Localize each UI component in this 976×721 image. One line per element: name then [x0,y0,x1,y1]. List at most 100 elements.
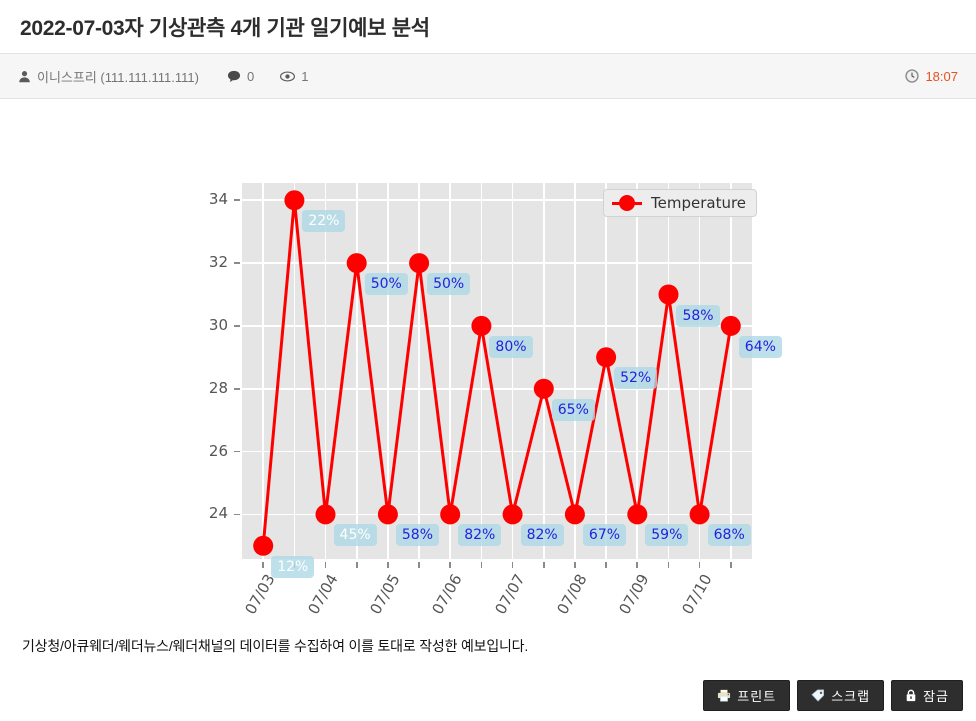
grid-line-horizontal [242,325,752,327]
precipitation-label: 52% [614,367,658,390]
x-tick-mark [605,562,607,568]
x-tick-mark [542,562,545,568]
precipitation-label: 22% [302,210,346,233]
grid-line-horizontal [242,513,752,516]
printer-icon [717,689,731,702]
y-tick-mark [234,199,240,202]
data-point-marker [409,253,430,274]
lock-button-label: 잠금 [923,689,949,704]
view-count: 1 [280,69,308,84]
data-point-marker [720,315,741,336]
post-time-value: 18:07 [925,68,958,84]
grid-line-horizontal [242,450,752,453]
data-point-marker [689,504,710,525]
x-tick-mark [480,562,483,568]
x-tick-mark [355,562,358,568]
grid-line-vertical [667,183,670,559]
eye-icon [280,71,296,82]
y-tick-label: 34 [208,190,228,209]
precipitation-label: 58% [395,524,440,547]
precipitation-label: 50% [364,273,408,296]
precipitation-label: 82% [458,524,502,547]
print-button-label: 프린트 [737,689,777,704]
data-point-marker [627,504,648,525]
precipitation-label: 67% [582,524,627,547]
x-tick-mark [730,562,732,568]
x-tick-label: 07/10 [678,571,716,618]
precipitation-label: 12% [271,555,315,578]
grid-line-vertical [698,183,701,559]
data-point-marker [533,378,554,399]
comment-count-value: 0 [246,68,255,84]
scrap-button-label: 스크랩 [831,689,871,704]
lock-button[interactable]: 잠금 [891,680,963,711]
clock-icon [905,69,920,83]
y-tick-mark [234,450,240,453]
x-tick-mark [698,562,701,568]
precipitation-label: 45% [333,524,377,547]
print-button[interactable]: 프린트 [703,680,791,711]
temperature-series [253,190,741,556]
lock-icon [905,689,917,702]
y-tick-label: 32 [208,253,228,272]
post-time: 18:07 [905,69,958,84]
precipitation-label: 80% [489,335,533,358]
grid-line-vertical [355,183,358,559]
grid-line-vertical [542,183,545,559]
x-tick-label: 07/09 [615,571,653,618]
chart-legend: Temperature [603,189,758,217]
data-point-marker [377,504,398,525]
data-point-marker [658,284,679,305]
page-title: 2022-07-03자 기상관측 4개 기관 일기예보 분석 [20,17,430,40]
y-tick-mark [234,387,240,390]
grid-line-vertical [262,183,264,559]
x-tick-mark [574,562,576,568]
y-tick-mark [234,325,240,327]
comment-icon [227,70,241,83]
grid-line-horizontal [242,387,752,390]
precipitation-label: 50% [427,273,471,296]
y-tick-label: 26 [208,441,228,460]
x-tick-mark [418,562,420,568]
data-point-marker [284,190,305,211]
temperature-line [261,200,733,546]
precipitation-label: 68% [707,524,751,547]
y-tick-label: 24 [208,504,228,523]
grid-line-vertical [730,183,732,559]
grid-line-vertical [480,183,483,559]
y-tick-mark [234,262,240,264]
x-tick-mark [636,562,639,568]
data-point-marker [440,504,461,525]
x-tick-label: 07/08 [553,571,591,618]
data-point-marker [315,504,336,525]
data-point-marker [564,504,585,525]
x-tick-mark [387,562,389,568]
person-icon [18,70,31,83]
data-point-marker [471,315,492,336]
legend-line-marker-icon [612,195,642,211]
grid-line-vertical [449,183,452,559]
grid-line-horizontal [242,199,752,202]
x-tick-mark [324,562,327,568]
comment-count: 0 [227,69,254,84]
x-tick-mark [449,562,452,568]
meta-bar: 이니스프리 (111.111.111.111) 0 1 18:07 [0,53,976,99]
precipitation-label: 82% [520,524,564,547]
grid-line-vertical [387,183,389,559]
grid-line-vertical [605,183,607,559]
grid-line-vertical [511,183,514,559]
grid-line-vertical [418,183,420,559]
data-point-marker [253,535,274,556]
view-count-value: 1 [301,68,309,84]
tag-icon [811,689,825,702]
author-info: 이니스프리 (111.111.111.111) [18,67,199,86]
grid-line-vertical [324,183,327,559]
x-tick-mark [262,562,264,568]
y-tick-label: 28 [208,378,228,397]
data-point-marker [502,504,523,525]
x-tick-mark [667,562,670,568]
data-point-marker [596,347,617,368]
scrap-button[interactable]: 스크랩 [797,680,885,711]
data-point-marker [346,253,367,274]
precipitation-label: 59% [645,524,689,547]
